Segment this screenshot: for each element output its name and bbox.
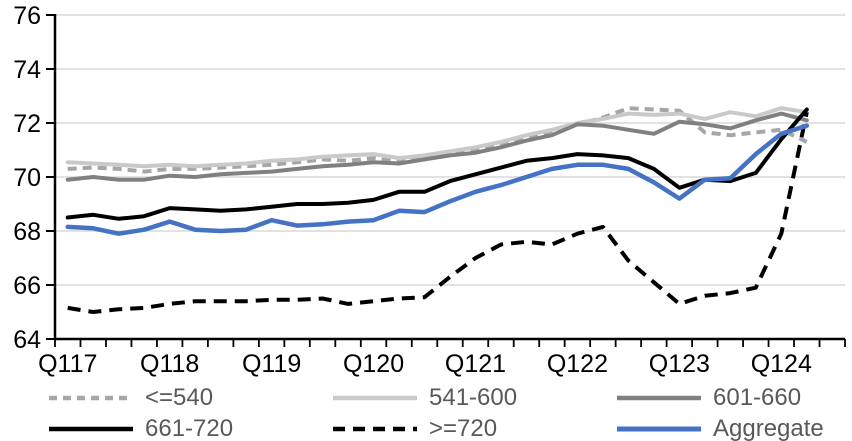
legend-item-720: >=720 bbox=[332, 414, 497, 441]
y-tick-label: 70 bbox=[13, 164, 41, 192]
x-tick-label-q123: Q123 bbox=[649, 350, 710, 378]
legend-swatch-661-720 bbox=[49, 426, 133, 432]
legend-row-2: 661-720 >=720 Aggregate bbox=[0, 414, 852, 441]
legend-label-540: <=540 bbox=[145, 384, 214, 411]
y-tick-label: 68 bbox=[13, 218, 41, 246]
series-line-661-720 bbox=[65, 107, 809, 221]
series-line-541-600 bbox=[65, 106, 809, 169]
y-tick-label: 64 bbox=[13, 326, 41, 354]
legend-item-601-660: 601-660 bbox=[616, 383, 801, 413]
legend-swatch-aggregate bbox=[617, 426, 701, 432]
legend-item-541-600: 541-600 bbox=[332, 383, 517, 413]
x-tick-label-q118: Q118 bbox=[140, 350, 199, 378]
y-tick-label: 72 bbox=[13, 110, 41, 138]
legend-swatch-720 bbox=[333, 426, 417, 432]
x-tick-label-q124: Q124 bbox=[751, 350, 812, 378]
x-tick-label-q121: Q121 bbox=[445, 350, 506, 378]
y-tick-label: 74 bbox=[13, 56, 41, 84]
legend-label-aggregate: Aggregate bbox=[713, 415, 824, 441]
legend-swatch-540 bbox=[49, 395, 133, 401]
legend-row-1: <=540 541-600 601-660 bbox=[0, 383, 852, 413]
x-tick-label-q117: Q117 bbox=[38, 350, 97, 378]
legend-item-540: <=540 bbox=[48, 383, 213, 413]
x-tick-label-q122: Q122 bbox=[547, 350, 608, 378]
y-tick-label: 76 bbox=[13, 2, 41, 30]
legend-label-720: >=720 bbox=[429, 415, 498, 441]
legend-item-aggregate: Aggregate bbox=[616, 414, 824, 441]
legend-item-661-720: 661-720 bbox=[48, 414, 233, 441]
x-tick-label-q120: Q120 bbox=[343, 350, 404, 378]
x-tick-label-q119: Q119 bbox=[242, 350, 301, 378]
legend-label-541-600: 541-600 bbox=[429, 384, 518, 411]
series-line-540 bbox=[67, 106, 808, 174]
series-line-720 bbox=[67, 111, 809, 314]
legend-swatch-541-600 bbox=[333, 395, 417, 401]
series-line-601-660 bbox=[65, 111, 809, 182]
legend-label-661-720: 661-720 bbox=[145, 415, 234, 441]
plot-area: 64 66 68 70 72 74 76 Q117 Q118 Q119 Q120 Q121 Q122 Q1… bbox=[13, 2, 846, 378]
series-line-aggregate bbox=[65, 123, 810, 236]
legend-label-601-660: 601-660 bbox=[713, 384, 802, 411]
y-tick-label: 66 bbox=[13, 272, 41, 300]
legend-swatch-601-660 bbox=[617, 395, 701, 401]
